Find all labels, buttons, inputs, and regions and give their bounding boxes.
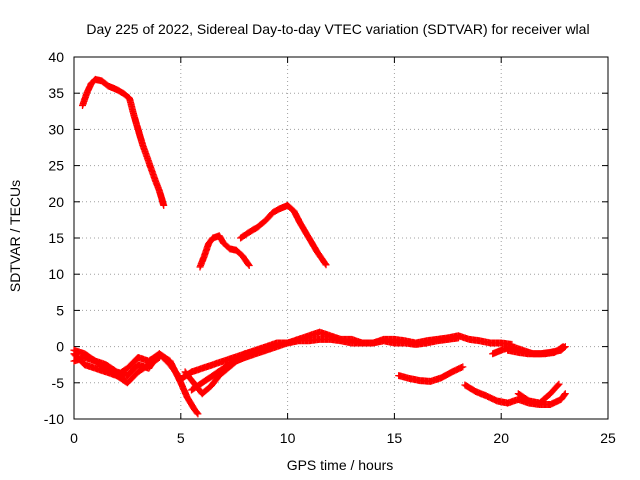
chart-title: Day 225 of 2022, Sidereal Day-to-day VTE… xyxy=(86,21,589,37)
y-tick-label: 30 xyxy=(48,121,64,137)
series-markers xyxy=(70,350,163,387)
series-arc-2 xyxy=(196,232,253,271)
series-markers xyxy=(79,75,168,209)
x-tick-label: 0 xyxy=(70,430,78,446)
series-arc-1 xyxy=(79,75,168,209)
series-arc-12 xyxy=(395,363,467,385)
series-markers xyxy=(504,343,569,358)
x-tick-label: 25 xyxy=(600,430,616,446)
x-axis-label: GPS time / hours xyxy=(287,457,394,473)
y-tick-label: 15 xyxy=(48,230,64,246)
series-arc-5 xyxy=(70,350,202,418)
x-tick-label: 10 xyxy=(280,430,296,446)
series-markers xyxy=(237,201,330,269)
y-tick-label: -10 xyxy=(44,411,64,427)
x-tick-label: 20 xyxy=(493,430,509,446)
y-tick-label: 5 xyxy=(56,302,64,318)
x-tick-label: 15 xyxy=(387,430,403,446)
series-markers xyxy=(196,232,253,271)
y-tick-label: 20 xyxy=(48,194,64,210)
series-arc-11 xyxy=(504,343,569,358)
y-axis-label: SDTVAR / TECUs xyxy=(7,180,23,292)
series-arc-14 xyxy=(514,380,563,407)
series-markers xyxy=(70,350,202,418)
series-markers xyxy=(514,380,563,407)
series-arc-3 xyxy=(237,201,330,269)
y-tick-label: 10 xyxy=(48,266,64,282)
y-tick-label: 40 xyxy=(48,49,64,65)
y-tick-label: -5 xyxy=(52,375,65,391)
y-tick-label: 0 xyxy=(56,339,64,355)
series-arc-6 xyxy=(70,350,163,387)
series-arc-9 xyxy=(241,334,462,361)
series-markers xyxy=(395,363,467,385)
x-tick-label: 5 xyxy=(177,430,185,446)
series-markers xyxy=(241,334,462,361)
axis-ticks: 0 5 10 15 20 25 -10 -5 0 5 10 15 20 25 30 35 40 xyxy=(44,49,616,446)
data-marks xyxy=(70,75,569,418)
y-tick-label: 35 xyxy=(48,85,64,101)
y-tick-label: 25 xyxy=(48,158,64,174)
